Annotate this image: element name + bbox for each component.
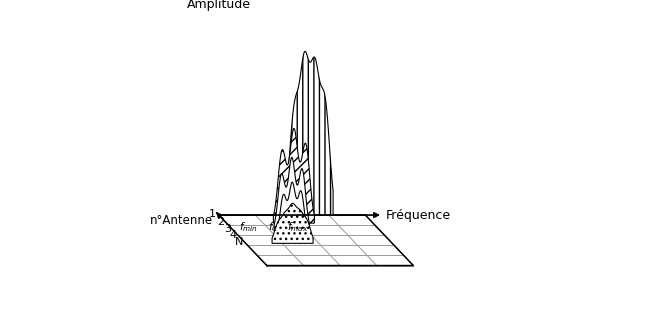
Text: 2: 2 xyxy=(217,217,224,227)
Text: Amplitude: Amplitude xyxy=(187,0,251,11)
Polygon shape xyxy=(286,51,333,215)
Text: 1: 1 xyxy=(209,209,216,219)
Polygon shape xyxy=(273,129,315,223)
Text: $f_C$: $f_C$ xyxy=(268,220,279,234)
Text: $f_{min}$: $f_{min}$ xyxy=(239,220,257,234)
Polygon shape xyxy=(276,182,309,237)
Text: N: N xyxy=(235,237,243,247)
Polygon shape xyxy=(274,157,309,230)
Text: 4: 4 xyxy=(230,230,237,241)
Text: Fréquence: Fréquence xyxy=(386,209,451,221)
Text: $f_{max}$: $f_{max}$ xyxy=(287,220,309,234)
Polygon shape xyxy=(272,203,313,243)
Text: n°Antenne: n°Antenne xyxy=(150,214,213,227)
Text: 3: 3 xyxy=(223,224,231,234)
